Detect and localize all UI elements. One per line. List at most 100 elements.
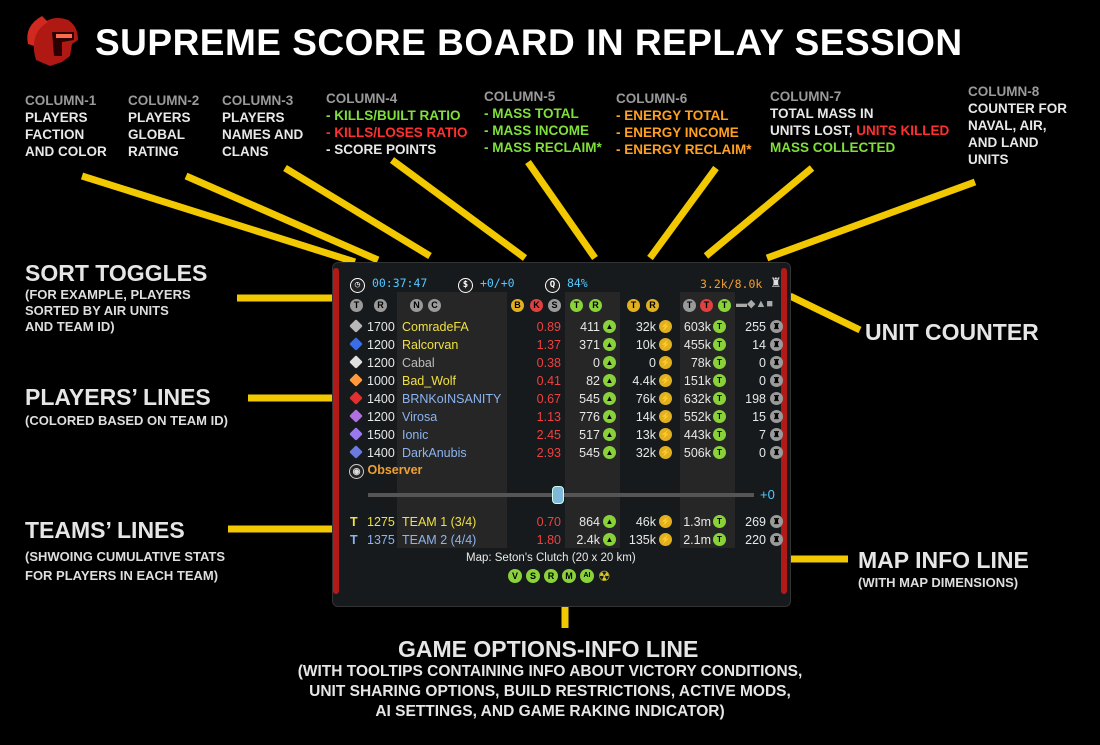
- game-option-icon[interactable]: M: [562, 569, 576, 583]
- sort-toggle[interactable]: T: [627, 299, 640, 312]
- mass-icon: ▲: [603, 446, 616, 459]
- column-band: [680, 292, 735, 548]
- energy-value: 135k: [628, 533, 656, 547]
- sort-toggle[interactable]: S: [548, 299, 561, 312]
- mass-value: 545: [579, 446, 600, 460]
- mass-value: 864: [579, 515, 600, 529]
- player-name: TEAM 1 (3/4): [402, 515, 477, 529]
- mass-stat: 443k: [683, 428, 711, 442]
- sort-toggle[interactable]: R: [374, 299, 387, 312]
- kills-ratio: 0.38: [536, 356, 561, 370]
- sort-toggle[interactable]: T: [718, 299, 731, 312]
- team-icon: T: [350, 533, 358, 547]
- kills-ratio: 0.41: [536, 374, 561, 388]
- rating: 1500: [367, 428, 395, 442]
- map-info-title: MAP INFO LINE: [858, 547, 1029, 573]
- sort-toggle[interactable]: C: [428, 299, 441, 312]
- column-band: [397, 292, 507, 548]
- sort-toggle[interactable]: T: [700, 299, 713, 312]
- sort-toggle[interactable]: T: [570, 299, 583, 312]
- score-icon: $: [458, 278, 473, 293]
- player-row[interactable]: 1000 Bad_Wolf 0.41 82 4.4k 151k 0 ▲ ⚡ T ♜: [346, 372, 786, 390]
- player-row[interactable]: 1200 Cabal 0.38 0 0 78k 0 ▲ ⚡ T ♜: [346, 354, 786, 372]
- kills-ratio: 1.80: [536, 533, 561, 547]
- unit-count: 0: [759, 446, 766, 460]
- sort-toggle[interactable]: K: [530, 299, 543, 312]
- map-info-line: Map: Seton's Clutch (20 x 20 km): [466, 552, 636, 564]
- mass-total-icon: T: [713, 446, 726, 459]
- unit-count: 0: [759, 374, 766, 388]
- mass-total-icon: T: [713, 320, 726, 333]
- unit-count: 255: [745, 320, 766, 334]
- page-title: SUPREME SCORE BOARD IN REPLAY SESSION: [95, 22, 963, 63]
- players-lines-title: PLAYERS’ LINES: [25, 384, 211, 410]
- sort-toggles-title: SORT TOGGLES: [25, 260, 208, 286]
- player-name: BRNKoINSANITY: [402, 392, 502, 406]
- player-row[interactable]: 1400 DarkAnubis 2.93 545 32k 506k 0 ▲ ⚡ T ♜: [346, 444, 786, 462]
- teams-lines-title: TEAMS’ LINES: [25, 517, 185, 543]
- team-row[interactable]: T 1375 TEAM 2 (4/4) 1.80 2.4k 135k 2.1m 220 ▲ ⚡ T ♜: [346, 531, 786, 549]
- sort-toggle[interactable]: T: [350, 299, 363, 312]
- ranking-icon[interactable]: ☢: [598, 568, 611, 584]
- mass-total-icon: T: [713, 410, 726, 423]
- mass-value: 517: [579, 428, 600, 442]
- unit-type-sort-icons[interactable]: ▬◆▲■: [736, 298, 773, 310]
- game-option-icon[interactable]: S: [526, 569, 540, 583]
- slider-value: +0: [760, 487, 775, 502]
- mass-total-icon: T: [713, 533, 726, 546]
- mass-icon: ▲: [603, 320, 616, 333]
- sort-toggle[interactable]: R: [646, 299, 659, 312]
- mass-icon: ▲: [603, 410, 616, 423]
- rating: 1200: [367, 356, 395, 370]
- kills-ratio: 0.70: [536, 515, 561, 529]
- player-name: Virosa: [402, 410, 438, 424]
- faction-icon: [349, 355, 363, 369]
- mass-stat: 552k: [683, 410, 711, 424]
- map-info-desc: (WITH MAP DIMENSIONS): [858, 575, 1019, 590]
- energy-value: 10k: [635, 338, 656, 352]
- mass-value: 776: [579, 410, 600, 424]
- mass-stat: 455k: [683, 338, 711, 352]
- clock-icon: ◷: [350, 278, 365, 293]
- faction-icon: [349, 337, 363, 351]
- panel-frame-right: [781, 268, 787, 594]
- observer-row[interactable]: ◉ Observer: [349, 463, 422, 479]
- rating: 1400: [367, 446, 395, 460]
- mass-total-icon: T: [713, 515, 726, 528]
- player-row[interactable]: 1200 Virosa 1.13 776 14k 552k 15 ▲ ⚡ T ♜: [346, 408, 786, 426]
- game-option-icon[interactable]: AI: [580, 569, 594, 583]
- player-name: Ionic: [402, 428, 429, 442]
- rating: 1000: [367, 374, 395, 388]
- faction-icon: [349, 445, 363, 459]
- unit-icon: ♜: [770, 338, 783, 351]
- energy-icon: ⚡: [659, 428, 672, 441]
- game-option-icon[interactable]: V: [508, 569, 522, 583]
- faction-icon: [349, 373, 363, 387]
- panel-frame-left: [333, 268, 339, 594]
- faction-icon: [349, 409, 363, 423]
- sort-toggle[interactable]: N: [410, 299, 423, 312]
- game-options-title: GAME OPTIONS-INFO LINE: [398, 636, 699, 662]
- header-bar: ◷ 00:37:47: [350, 276, 427, 293]
- energy-value: 14k: [635, 410, 656, 424]
- player-row[interactable]: 1400 BRNKoINSANITY 0.67 545 76k 632k 198 ▲ ⚡ T ♜: [346, 390, 786, 408]
- sort-toggle[interactable]: R: [589, 299, 602, 312]
- mass-icon: ▲: [603, 428, 616, 441]
- team-row[interactable]: T 1275 TEAM 1 (3/4) 0.70 864 46k 1.3m 269 ▲ ⚡ T ♜: [346, 513, 786, 531]
- rating: 1700: [367, 320, 395, 334]
- mass-icon: ▲: [603, 356, 616, 369]
- game-option-icon[interactable]: R: [544, 569, 558, 583]
- sort-toggle[interactable]: B: [511, 299, 524, 312]
- score-delta: $ +0/+0: [458, 276, 515, 293]
- player-row[interactable]: 1700 ComradeFA 0.89 411 32k 603k 255 ▲ ⚡ T ♜: [346, 318, 786, 336]
- sort-toggle[interactable]: T: [683, 299, 696, 312]
- mass-stat: 151k: [683, 374, 711, 388]
- rating: 1375: [367, 533, 395, 547]
- energy-value: 0: [649, 356, 656, 370]
- player-row[interactable]: 1500 Ionic 2.45 517 13k 443k 7 ▲ ⚡ T ♜: [346, 426, 786, 444]
- rating: 1200: [367, 338, 395, 352]
- slider-handle[interactable]: [552, 486, 564, 504]
- player-row[interactable]: 1200 Ralcorvan 1.37 371 10k 455k 14 ▲ ⚡ T ♜: [346, 336, 786, 354]
- kills-ratio: 2.45: [536, 428, 561, 442]
- unit-icon: ♜: [770, 428, 783, 441]
